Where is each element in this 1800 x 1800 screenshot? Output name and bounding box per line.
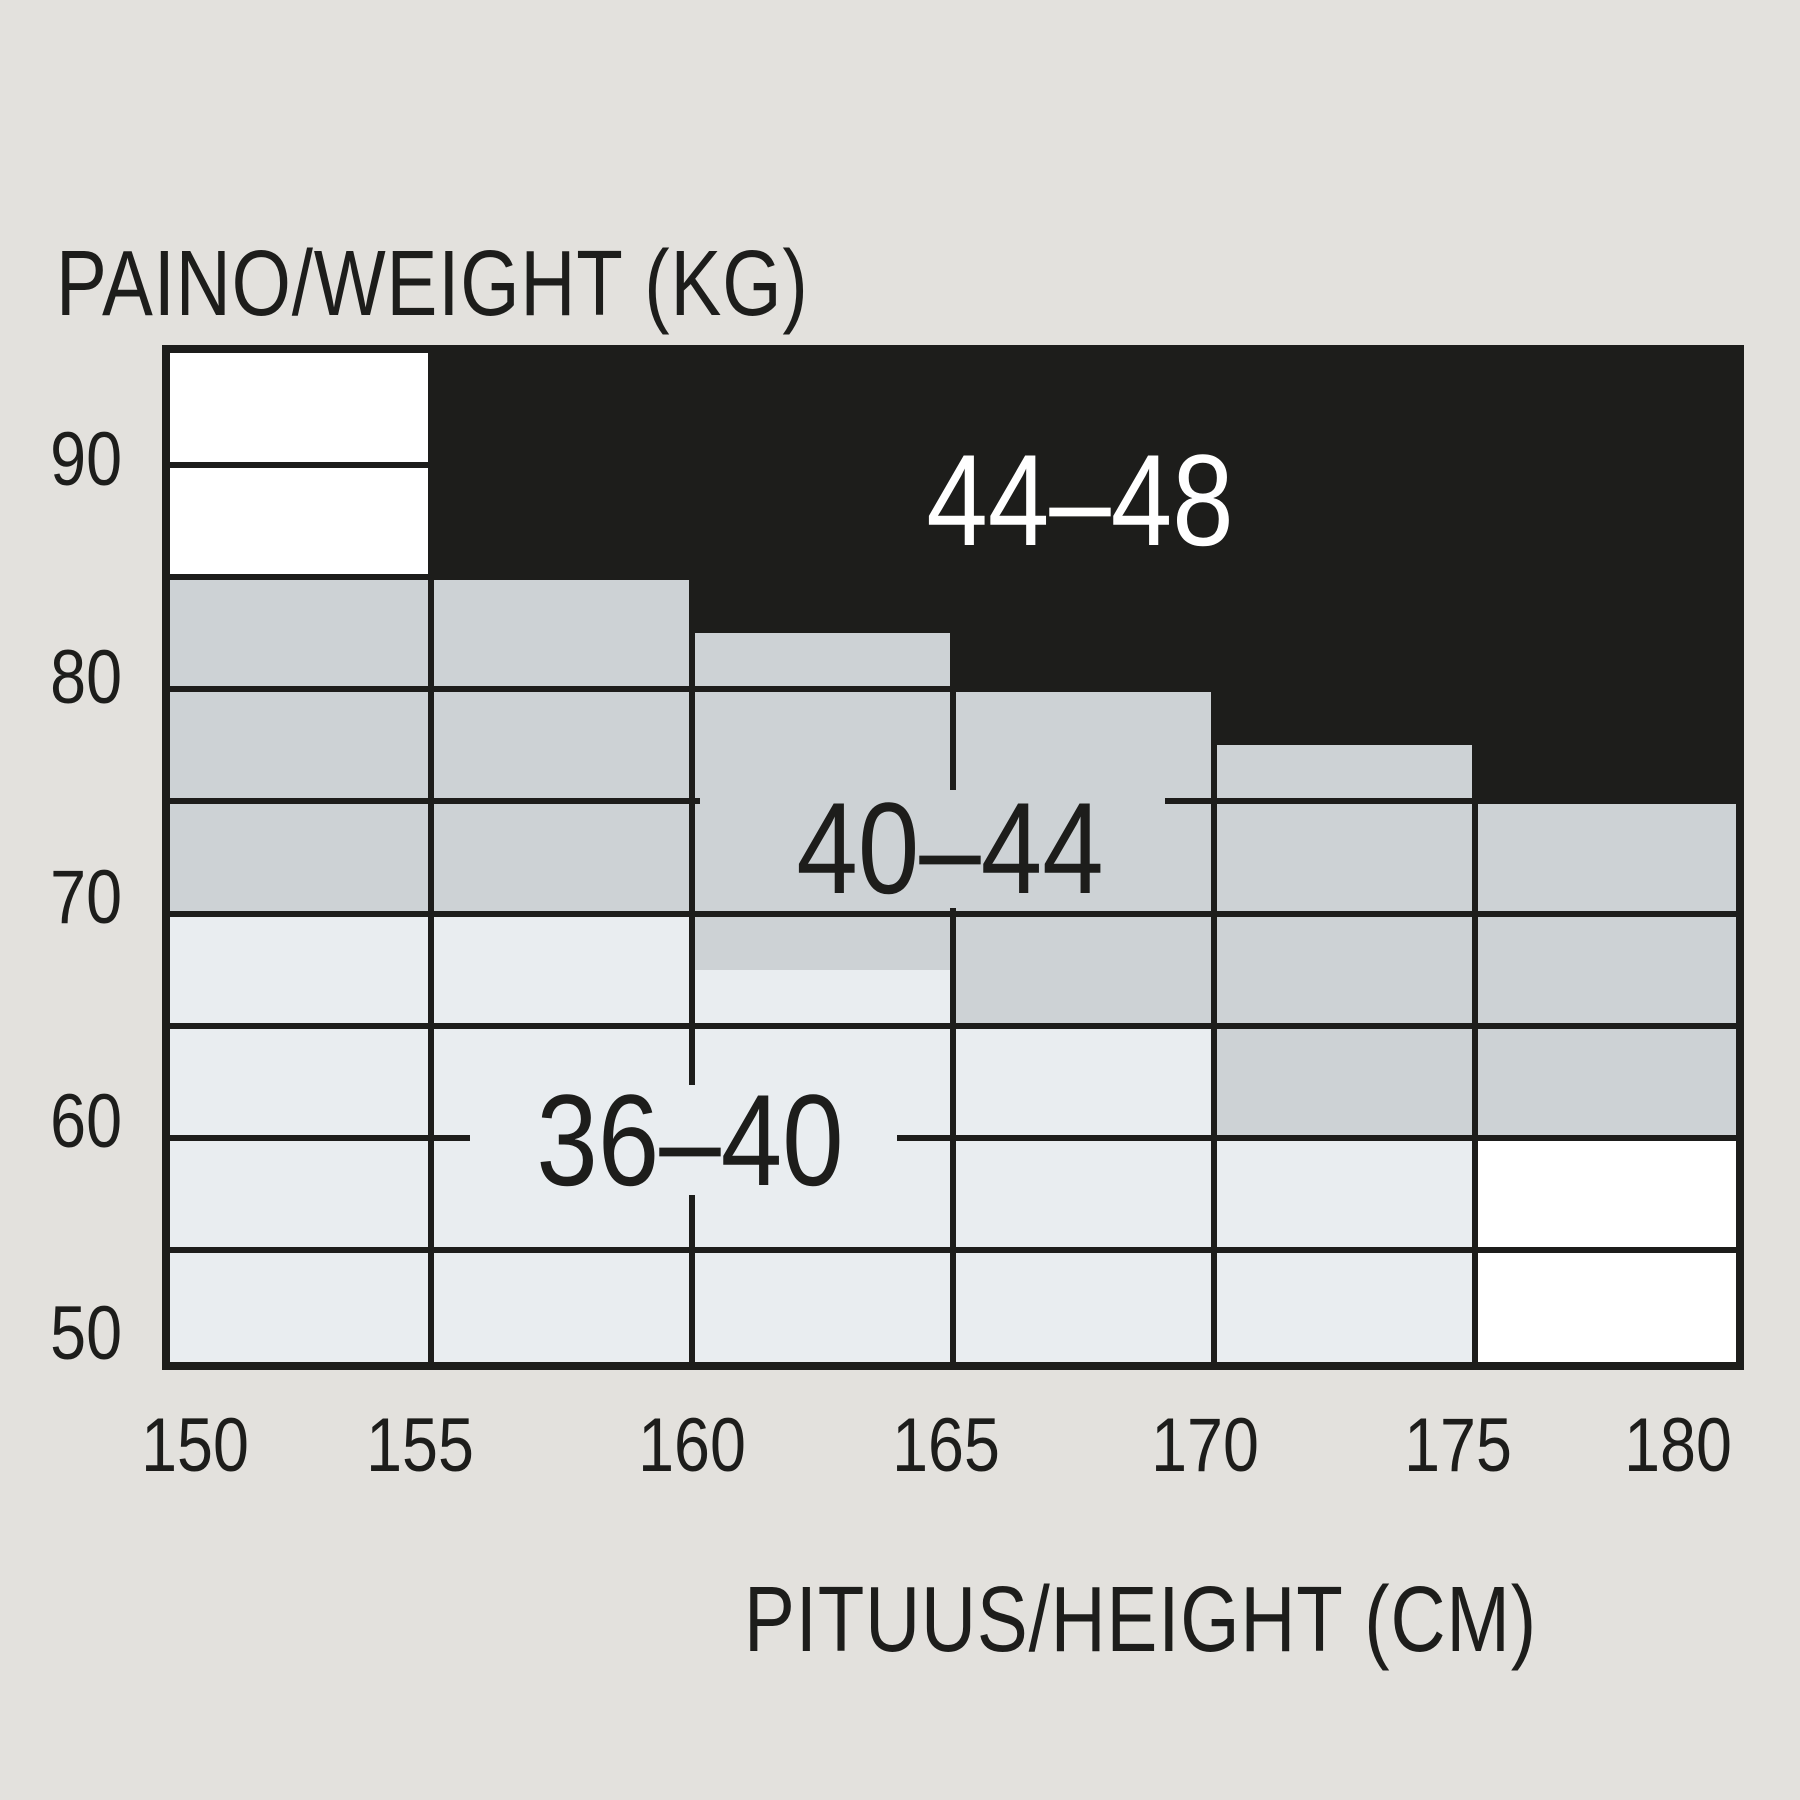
x-axis-title: PITUUS/HEIGHT (CM) <box>744 1567 1537 1671</box>
label-knockout-36-40 <box>470 1085 897 1195</box>
zone-cell-40-44-col5 <box>1214 745 1475 1138</box>
label-knockout-40-44 <box>700 790 1165 908</box>
zone-cell-40-44-col1 <box>170 577 431 914</box>
zone-cell-44-48-col3 <box>692 353 953 634</box>
x-tick-155: 155 <box>366 1403 474 1488</box>
zone-cell-36-40-col4 <box>953 1025 1214 1362</box>
y-tick-60: 60 <box>50 1079 122 1164</box>
gridline-v-160 <box>689 353 695 1362</box>
y-tick-50: 50 <box>50 1291 122 1376</box>
size-label-44-48: 44–48 <box>926 427 1234 573</box>
x-tick-170: 170 <box>1151 1403 1259 1488</box>
zone-cell-40-44-col6 <box>1475 801 1736 1138</box>
zone-cell-44-48-col4 <box>953 353 1214 690</box>
x-tick-180: 180 <box>1624 1403 1732 1488</box>
chart-border <box>162 345 1744 1370</box>
size-label-40-44: 40–44 <box>796 775 1104 921</box>
x-tick-165: 165 <box>892 1403 1000 1488</box>
gridline-v-155 <box>428 353 434 1362</box>
gridline-v-175 <box>1472 353 1478 1362</box>
y-tick-90: 90 <box>50 417 122 502</box>
size-label-36-40: 36–40 <box>536 1067 844 1213</box>
zone-cell-44-48-col5 <box>1214 353 1475 746</box>
x-tick-150: 150 <box>141 1403 249 1488</box>
page-title: PAINO/WEIGHT (KG) <box>56 231 809 335</box>
x-tick-160: 160 <box>638 1403 746 1488</box>
y-tick-70: 70 <box>50 855 122 940</box>
x-tick-175: 175 <box>1404 1403 1512 1488</box>
y-tick-80: 80 <box>50 635 122 720</box>
gridline-v-170 <box>1211 353 1217 1362</box>
zone-cell-40-44-col2 <box>431 577 692 914</box>
